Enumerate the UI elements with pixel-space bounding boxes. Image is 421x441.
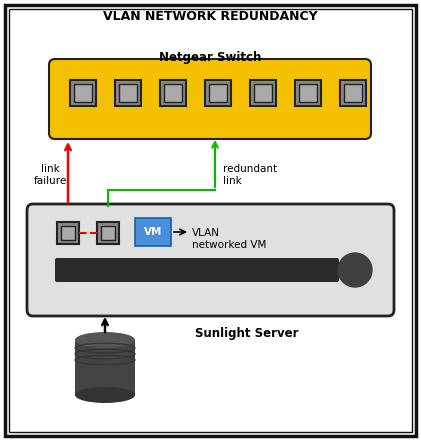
FancyBboxPatch shape [55,258,339,282]
FancyBboxPatch shape [49,59,371,139]
FancyBboxPatch shape [250,80,276,106]
FancyBboxPatch shape [70,80,96,106]
FancyBboxPatch shape [295,80,321,106]
Ellipse shape [75,332,135,348]
FancyBboxPatch shape [115,80,141,106]
FancyBboxPatch shape [205,80,231,106]
FancyBboxPatch shape [164,84,182,102]
Circle shape [338,253,372,287]
Polygon shape [75,340,135,395]
FancyBboxPatch shape [27,204,394,316]
Text: Netgear Switch: Netgear Switch [159,51,262,64]
FancyBboxPatch shape [57,222,79,244]
Text: VM: VM [144,227,162,237]
FancyBboxPatch shape [135,218,171,246]
FancyBboxPatch shape [299,84,317,102]
FancyBboxPatch shape [209,84,227,102]
Text: VLAN
networked VM: VLAN networked VM [192,228,266,250]
FancyBboxPatch shape [344,84,362,102]
FancyBboxPatch shape [5,5,416,436]
FancyBboxPatch shape [74,84,92,102]
FancyBboxPatch shape [97,222,119,244]
Text: VLAN NETWORK REDUNDANCY: VLAN NETWORK REDUNDANCY [103,11,318,23]
Text: link
failure: link failure [33,164,67,186]
Text: redundant
link: redundant link [223,164,277,186]
FancyBboxPatch shape [119,84,137,102]
FancyBboxPatch shape [160,80,186,106]
Text: Sunlight Server: Sunlight Server [195,326,298,340]
FancyBboxPatch shape [101,226,115,240]
FancyBboxPatch shape [254,84,272,102]
Ellipse shape [75,387,135,403]
FancyBboxPatch shape [340,80,366,106]
FancyBboxPatch shape [61,226,75,240]
